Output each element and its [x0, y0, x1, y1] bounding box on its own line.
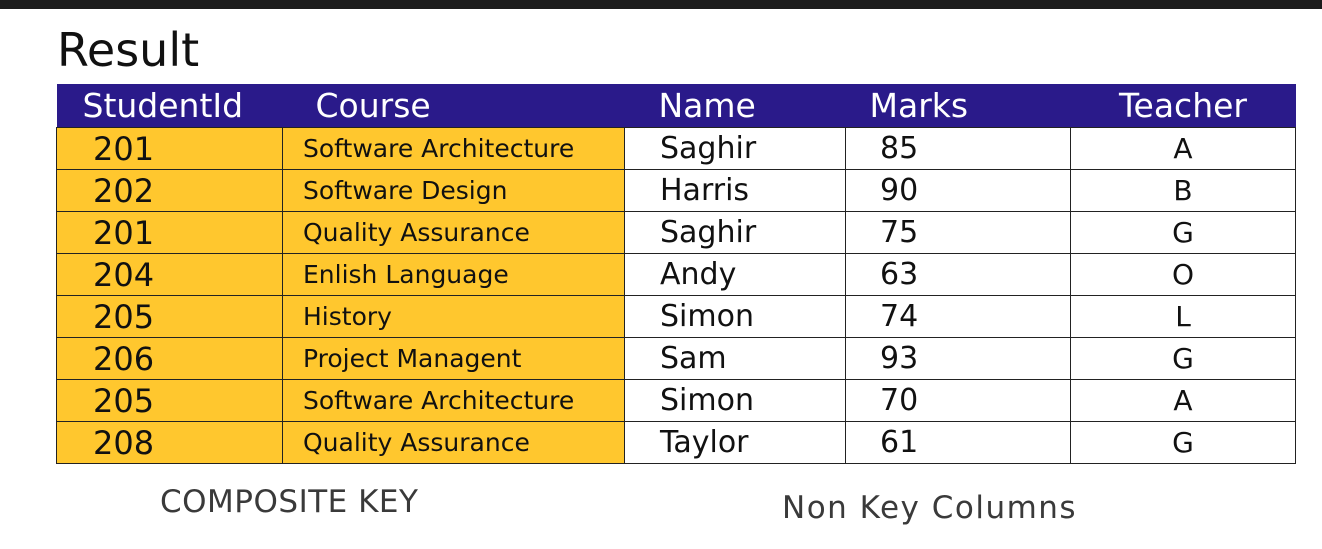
- result-table: StudentId Course Name Marks Teacher 201 …: [56, 84, 1296, 464]
- table-row: 204 Enlish Language Andy 63 O: [56, 253, 1296, 296]
- cell-course: Quality Assurance: [282, 211, 625, 254]
- cell-teacher: L: [1070, 295, 1296, 338]
- cell-teacher: G: [1070, 421, 1296, 464]
- table-row: 201 Software Architecture Saghir 85 A: [56, 127, 1296, 170]
- table-row: 205 Software Architecture Simon 70 A: [56, 379, 1296, 422]
- cell-name: Andy: [624, 253, 846, 296]
- cell-studentid: 202: [56, 169, 283, 212]
- cell-name: Simon: [624, 295, 846, 338]
- cell-studentid: 201: [56, 211, 283, 254]
- cell-studentid: 204: [56, 253, 283, 296]
- cell-studentid: 208: [56, 421, 283, 464]
- cell-course: Software Architecture: [282, 379, 625, 422]
- column-header-studentid: StudentId: [56, 84, 283, 128]
- page-title: Result: [57, 23, 200, 77]
- cell-marks: 74: [845, 295, 1071, 338]
- cell-studentid: 205: [56, 379, 283, 422]
- cell-course: Software Architecture: [282, 127, 625, 170]
- cell-studentid: 206: [56, 337, 283, 380]
- column-header-course: Course: [282, 84, 625, 128]
- cell-marks: 61: [845, 421, 1071, 464]
- cell-teacher: A: [1070, 127, 1296, 170]
- cell-teacher: O: [1070, 253, 1296, 296]
- cell-teacher: A: [1070, 379, 1296, 422]
- top-bar: [0, 0, 1322, 9]
- table-row: 206 Project Managent Sam 93 G: [56, 337, 1296, 380]
- cell-course: Project Managent: [282, 337, 625, 380]
- table-row: 201 Quality Assurance Saghir 75 G: [56, 211, 1296, 254]
- cell-name: Harris: [624, 169, 846, 212]
- cell-course: Enlish Language: [282, 253, 625, 296]
- table-header-row: StudentId Course Name Marks Teacher: [56, 84, 1296, 128]
- non-key-columns-caption: Non Key Columns: [782, 490, 1078, 526]
- table-row: 205 History Simon 74 L: [56, 295, 1296, 338]
- cell-marks: 85: [845, 127, 1071, 170]
- cell-teacher: B: [1070, 169, 1296, 212]
- cell-marks: 90: [845, 169, 1071, 212]
- cell-name: Simon: [624, 379, 846, 422]
- column-header-marks: Marks: [845, 84, 1071, 128]
- cell-marks: 75: [845, 211, 1071, 254]
- cell-marks: 63: [845, 253, 1071, 296]
- cell-marks: 70: [845, 379, 1071, 422]
- cell-name: Saghir: [624, 127, 846, 170]
- cell-teacher: G: [1070, 211, 1296, 254]
- composite-key-caption: COMPOSITE KEY: [160, 484, 419, 520]
- cell-course: Software Design: [282, 169, 625, 212]
- cell-name: Saghir: [624, 211, 846, 254]
- cell-teacher: G: [1070, 337, 1296, 380]
- cell-name: Taylor: [624, 421, 846, 464]
- cell-course: History: [282, 295, 625, 338]
- cell-name: Sam: [624, 337, 846, 380]
- cell-marks: 93: [845, 337, 1071, 380]
- column-header-name: Name: [624, 84, 846, 128]
- cell-studentid: 201: [56, 127, 283, 170]
- table-row: 208 Quality Assurance Taylor 61 G: [56, 421, 1296, 464]
- cell-studentid: 205: [56, 295, 283, 338]
- table-row: 202 Software Design Harris 90 B: [56, 169, 1296, 212]
- cell-course: Quality Assurance: [282, 421, 625, 464]
- column-header-teacher: Teacher: [1070, 84, 1296, 128]
